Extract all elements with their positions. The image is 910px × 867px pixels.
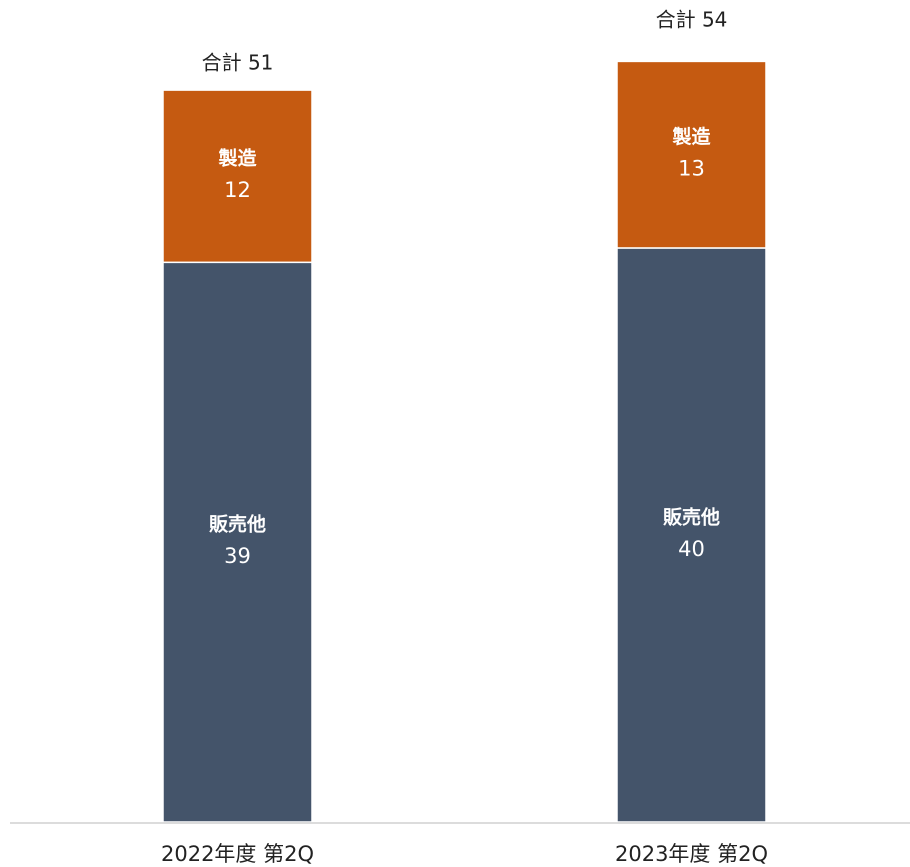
x-tick-label: 2022年度 第2Q xyxy=(161,842,314,866)
bar-segment xyxy=(616,60,767,249)
bar-segment xyxy=(616,247,767,823)
segment-name: 製造 xyxy=(217,147,257,170)
segment-name: 製造 xyxy=(671,125,711,148)
bar-segment xyxy=(162,89,313,264)
segment-value: 12 xyxy=(224,178,251,202)
bar-segment xyxy=(162,261,313,823)
segment-name: 販売他 xyxy=(209,513,266,536)
segment-value: 40 xyxy=(678,537,705,561)
segment-value: 13 xyxy=(678,157,705,181)
segment-value: 39 xyxy=(224,544,251,568)
x-tick-label: 2023年度 第2Q xyxy=(615,842,768,866)
total-label: 合計 51 xyxy=(202,51,274,75)
total-label: 合計 54 xyxy=(656,8,728,32)
segment-name: 販売他 xyxy=(663,505,720,528)
